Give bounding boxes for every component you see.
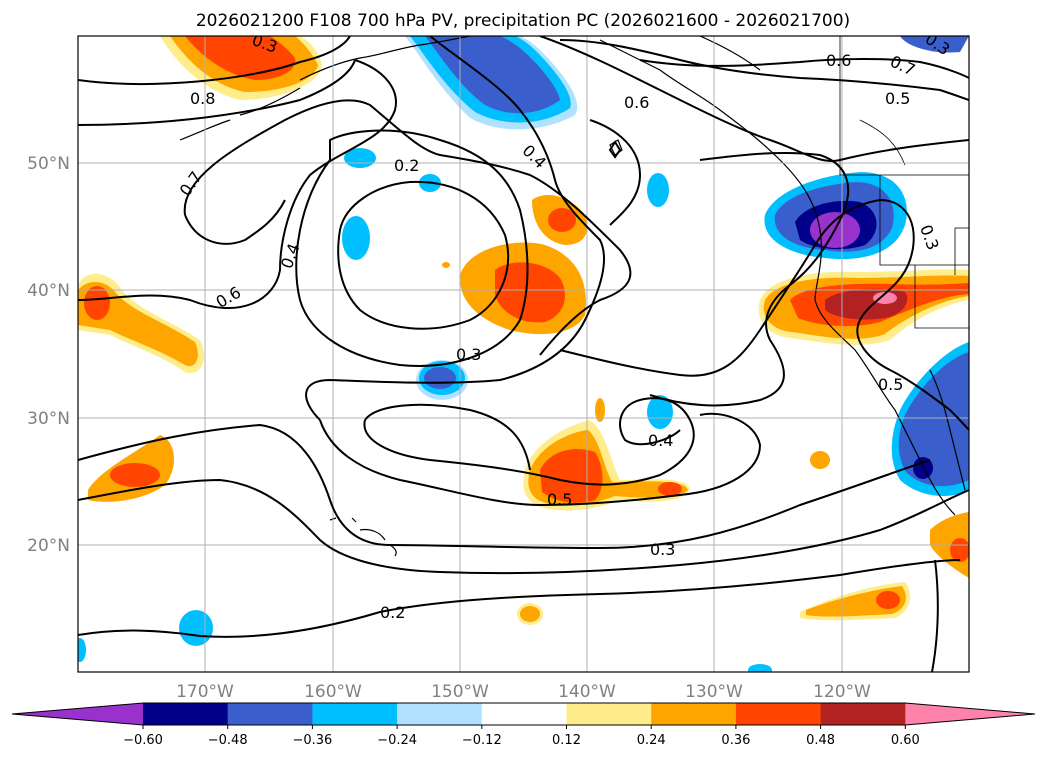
colorbar-tick-label: −0.36 [292, 733, 332, 748]
colorbar-tick-label: 0.24 [637, 733, 666, 748]
lon-label: 150°W [431, 682, 489, 702]
contour-label: 0.5 [878, 375, 903, 394]
lon-label: 140°W [558, 682, 616, 702]
latitude-labels: 50°N 40°N 30°N 20°N [27, 154, 70, 556]
lat-label: 40°N [27, 281, 70, 301]
pv-contours [78, 36, 969, 672]
gridlines [78, 36, 969, 672]
colorbar-extend-low [12, 703, 143, 725]
colorbar-segment [481, 703, 567, 725]
colorbar-tick-label: −0.48 [208, 733, 248, 748]
colorbar-segment [312, 703, 398, 725]
lon-label: 170°W [176, 682, 234, 702]
map-title: 2026021200 F108 700 hPa PV, precipitatio… [196, 11, 850, 31]
contour-label: 0.2 [394, 156, 419, 175]
colorbar-tick-label: −0.12 [462, 733, 502, 748]
lon-label: 130°W [685, 682, 743, 702]
colorbar: −0.60 −0.48 −0.36 −0.24 −0.12 0.12 0.24 0.36 0.4… [11, 702, 1036, 748]
contour-label: 0.5 [547, 490, 572, 509]
colorbar-segment [397, 703, 483, 725]
colorbar-tick-label: −0.24 [377, 733, 417, 748]
colorbar-tick-label: −0.60 [123, 733, 163, 748]
colorbar-segment [566, 703, 652, 725]
lon-label: 120°W [813, 682, 871, 702]
colorbar-segment [651, 703, 737, 725]
colorbar-tick-label: 0.48 [806, 733, 835, 748]
contour-label: 0.3 [456, 345, 481, 364]
contour-label: 0.2 [380, 603, 405, 622]
colorbar-segment [143, 703, 229, 725]
precip-shading [78, 36, 969, 672]
map-area: 0.8 0.7 0.6 0.4 0.2 0.3 0.4 0.5 0.3 0.2 … [78, 36, 969, 672]
lat-label: 30°N [27, 409, 70, 429]
contour-labels: 0.8 0.7 0.6 0.4 0.2 0.3 0.4 0.5 0.3 0.2 … [176, 36, 954, 622]
map-frame [77, 35, 970, 673]
contour-label: 0.3 [650, 540, 675, 559]
state-borders [839, 36, 969, 329]
contour-label: 0.8 [190, 89, 215, 108]
lat-label: 20°N [27, 536, 70, 556]
colorbar-tick-label: 0.60 [891, 733, 920, 748]
longitude-labels: 170°W 160°W 150°W 140°W 130°W 120°W [176, 682, 871, 702]
colorbar-tick-label: 0.12 [552, 733, 581, 748]
lon-label: 160°W [304, 682, 362, 702]
colorbar-segment [735, 703, 822, 725]
colorbar-tick-label: 0.36 [721, 733, 750, 748]
colorbar-extend-high [905, 703, 1035, 725]
contour-label: 0.6 [624, 93, 649, 112]
colorbar-segment [227, 703, 313, 725]
contour-label: 0.6 [826, 51, 851, 70]
contour-label: 0.4 [648, 431, 673, 450]
colorbar-segment [820, 703, 906, 725]
coastlines [179, 36, 966, 557]
lat-label: 50°N [27, 154, 70, 174]
contour-label: 0.5 [885, 89, 910, 108]
